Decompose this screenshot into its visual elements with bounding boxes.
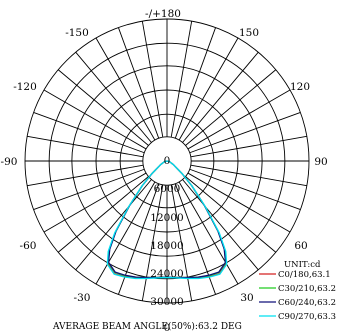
grid-spoke — [75, 179, 152, 271]
radial-tick-label: 24000 — [150, 268, 183, 280]
legend-label: C0/180,63.1 — [278, 270, 331, 280]
grid-spoke — [182, 179, 259, 271]
grid-spoke — [178, 37, 239, 141]
angle-tick-label: 60 — [294, 240, 307, 252]
grid-spoke — [33, 112, 145, 154]
angle-tick-label: 120 — [290, 81, 310, 93]
angle-tick-label: -60 — [20, 240, 37, 252]
grid-spoke — [187, 89, 291, 150]
grid-spoke — [33, 168, 145, 210]
angle-tick-label: 30 — [240, 292, 253, 304]
grid-spoke — [189, 112, 301, 154]
angle-tick-label: -150 — [65, 27, 89, 39]
grid-spoke — [95, 181, 156, 285]
legend-label: C90/270,63.3 — [278, 312, 336, 322]
angle-tick-label: -/+180 — [145, 8, 181, 20]
radial-tick-label: 0 — [164, 155, 171, 167]
grid-spoke — [190, 135, 307, 158]
grid-spoke — [118, 27, 160, 139]
angle-tick-label: 90 — [314, 156, 327, 168]
grid-spoke — [190, 164, 307, 187]
grid-spoke — [75, 51, 152, 143]
grid-spoke — [57, 69, 149, 146]
grid-spoke — [43, 172, 147, 233]
polar-grid — [24, 18, 310, 304]
legend: C0/180,63.1 C30/210,63.2 C60/240,63.2 C90/2… — [259, 270, 336, 322]
radial-tick-label: 18000 — [150, 240, 183, 252]
grid-spoke — [141, 21, 164, 138]
grid-spoke — [185, 69, 277, 146]
radial-tick-label: 12000 — [150, 212, 183, 224]
grid-spoke — [189, 168, 301, 210]
angle-tick-label: 150 — [239, 27, 259, 39]
grid-spoke — [95, 37, 156, 141]
grid-spoke — [185, 176, 277, 253]
grid-spoke — [182, 51, 259, 143]
angle-tick-label: 0 — [164, 322, 171, 334]
radial-tick-label: 6000 — [154, 183, 181, 195]
radial-tick-label: 30000 — [150, 296, 183, 308]
angle-tick-label: -90 — [1, 156, 18, 168]
grid-spoke — [170, 184, 193, 301]
grid-spoke — [170, 21, 193, 138]
grid-spoke — [57, 176, 149, 253]
grid-spoke — [174, 27, 216, 139]
series-curve-3 — [106, 160, 228, 280]
grid-spoke — [141, 184, 164, 301]
grid-spoke — [27, 164, 144, 187]
unit-label: UNIT:cd — [284, 260, 321, 270]
footer-text: AVERAGE BEAM ANGLE(50%):63.2 DEG — [52, 321, 242, 332]
legend-label: C60/240,63.2 — [278, 298, 336, 308]
grid-spoke — [187, 172, 291, 233]
grid-spoke — [43, 89, 147, 150]
grid-spoke — [178, 181, 239, 285]
angle-tick-label: -120 — [13, 81, 37, 93]
intensity-curves — [106, 160, 228, 280]
legend-label: C30/210,63.2 — [278, 284, 336, 294]
polar-labels: 0 30 -30 60 -60 90 -90 120 -120 150 -150 -/+180 0 600… — [1, 8, 328, 334]
angle-tick-label: -30 — [74, 292, 91, 304]
grid-spoke — [27, 135, 144, 158]
